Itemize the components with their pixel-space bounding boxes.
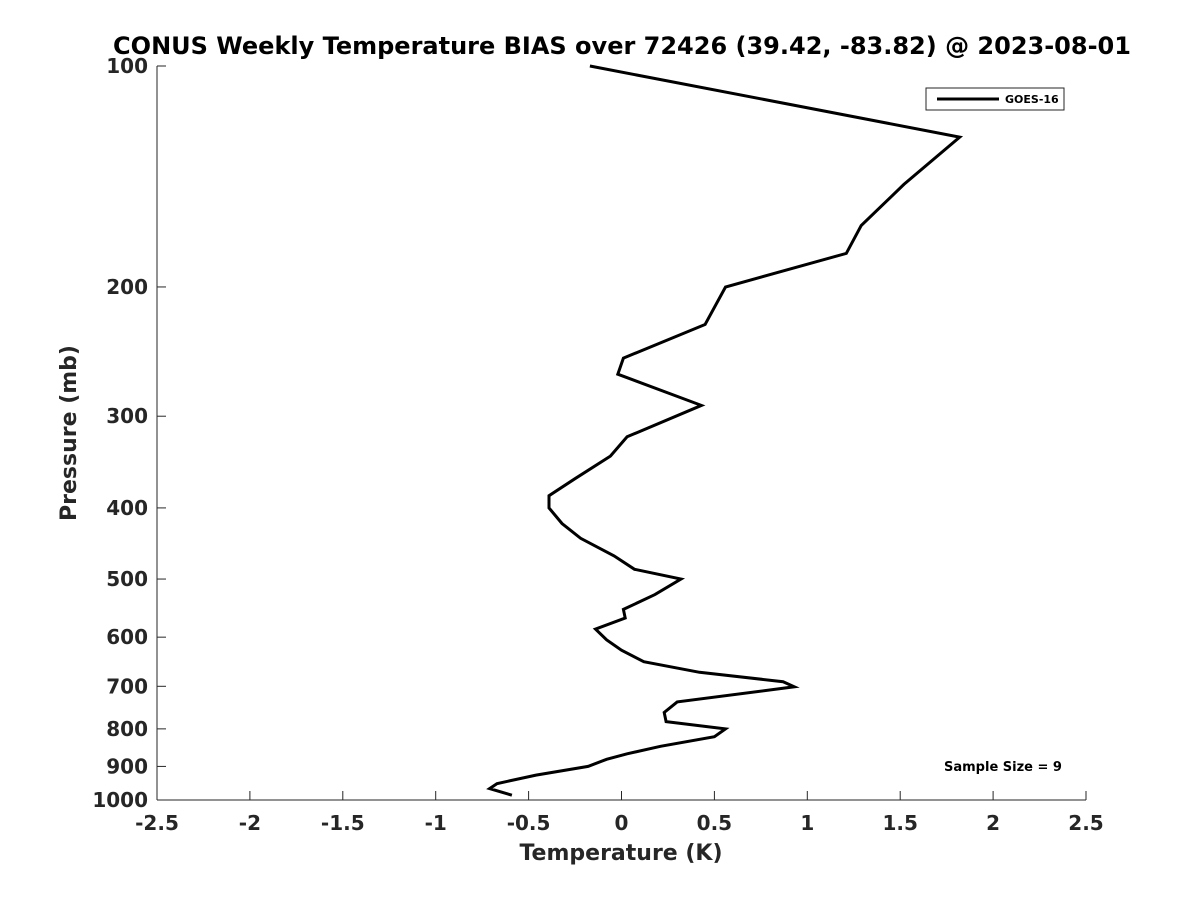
x-tick-label: -2.5 <box>135 811 179 835</box>
sample-size-annotation: Sample Size = 9 <box>944 760 1062 775</box>
y-tick-label: 800 <box>106 717 148 741</box>
x-tick-label: -2 <box>239 811 261 835</box>
y-tick-label: 400 <box>106 496 148 520</box>
y-axis-ticks: 100 200 300 400 500 600 700 800 900 1000 <box>92 54 166 812</box>
x-tick-label: 1.5 <box>882 811 917 835</box>
legend-label-goes16: GOES-16 <box>1005 93 1059 106</box>
x-tick-label: 1 <box>800 811 814 835</box>
y-tick-label: 200 <box>106 275 148 299</box>
x-axis-ticks: -2.5 -2 -1.5 -1 -0.5 0 0.5 1 1.5 2 2.5 <box>135 791 1104 835</box>
plot-area: -2.5 -2 -1.5 -1 -0.5 0 0.5 1 1.5 2 2.5 100 200 300 40… <box>92 54 1103 835</box>
y-axis-label: Pressure (mb) <box>57 345 82 521</box>
series-layer <box>486 64 964 797</box>
y-tick-label: 600 <box>106 625 148 649</box>
y-tick-label: 300 <box>106 404 148 428</box>
series-line-goes16 <box>486 64 964 797</box>
y-tick-label: 100 <box>106 54 148 78</box>
y-tick-label: 1000 <box>92 788 148 812</box>
chart-title: CONUS Weekly Temperature BIAS over 72426… <box>113 32 1131 60</box>
y-tick-label: 500 <box>106 567 148 591</box>
legend: GOES-16 <box>925 87 1065 111</box>
x-tick-label: 2 <box>986 811 1000 835</box>
x-tick-label: 0.5 <box>697 811 732 835</box>
x-tick-label: 0 <box>615 811 629 835</box>
y-tick-label: 700 <box>106 674 148 698</box>
x-tick-label: -1 <box>425 811 447 835</box>
y-tick-label: 900 <box>106 754 148 778</box>
x-tick-label: -0.5 <box>507 811 551 835</box>
x-tick-label: -1.5 <box>321 811 365 835</box>
x-axis-label: Temperature (K) <box>519 841 722 866</box>
x-tick-label: 2.5 <box>1068 811 1103 835</box>
